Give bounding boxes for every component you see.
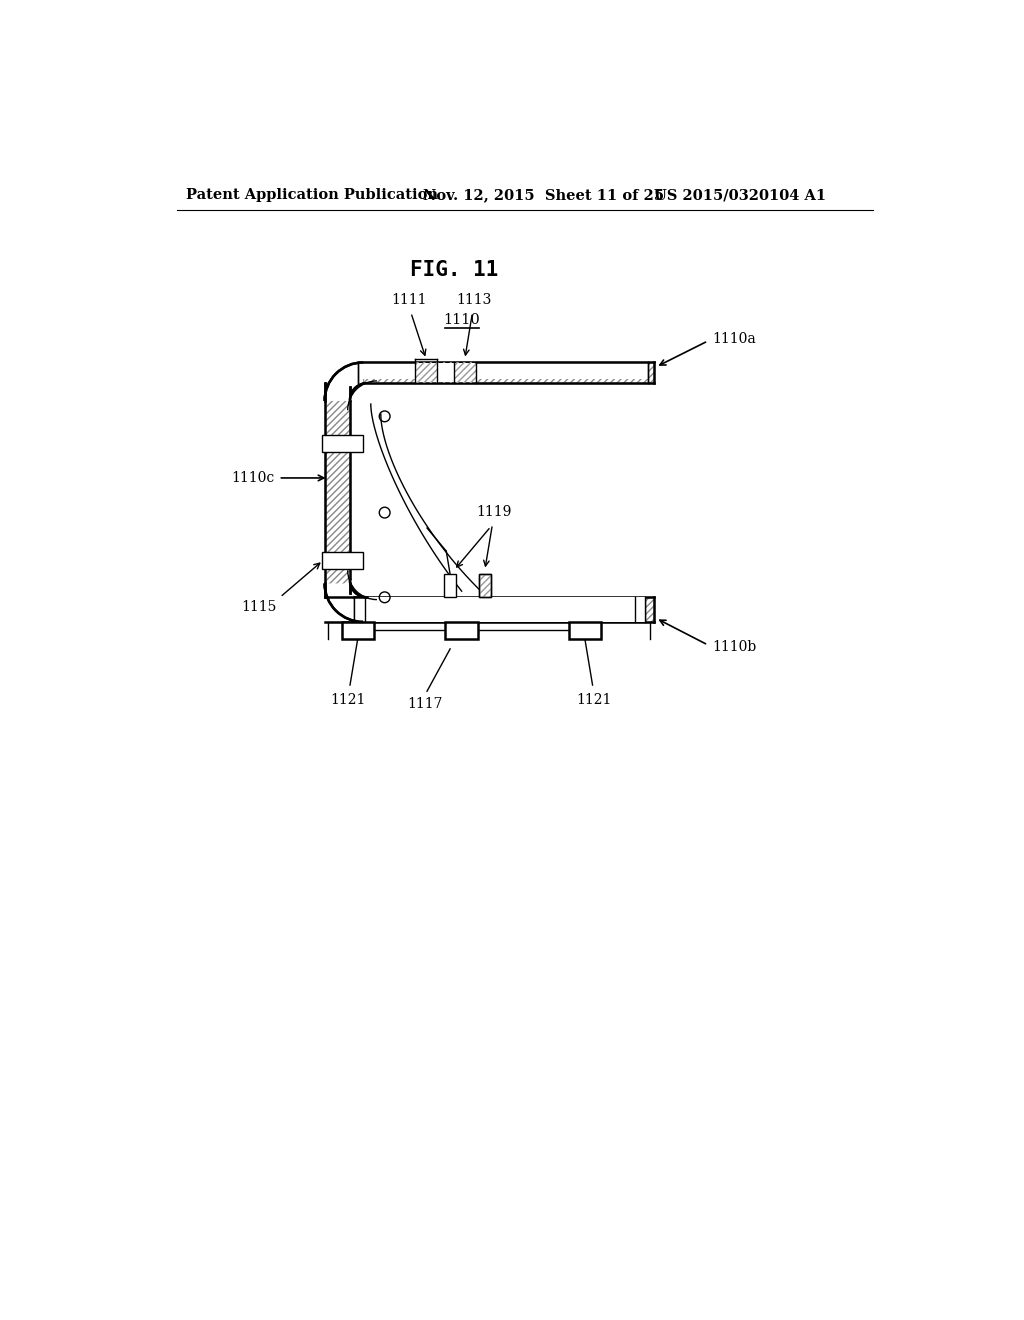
Wedge shape [325,363,364,401]
Bar [357,363,648,379]
Text: FIG. 11: FIG. 11 [410,260,498,280]
Bar [323,434,364,451]
Text: 1110b: 1110b [712,640,756,653]
Text: 1117: 1117 [408,697,443,711]
Bar [445,622,478,639]
Bar [478,574,490,598]
Text: 1110: 1110 [443,313,480,327]
Text: 1121: 1121 [577,693,611,706]
Bar [416,363,475,383]
Bar [364,597,654,622]
Text: 1115: 1115 [242,601,276,614]
Bar [455,363,475,383]
Bar [454,363,475,383]
Text: 1113: 1113 [457,293,492,308]
Text: 1119: 1119 [476,504,512,519]
Bar [325,383,350,598]
Bar [478,574,490,598]
Bar [416,363,437,383]
Text: US 2015/0320104 A1: US 2015/0320104 A1 [654,189,826,202]
Text: 1121: 1121 [331,693,367,706]
Text: 1110a: 1110a [712,333,756,346]
Bar [323,552,354,569]
Bar [354,597,645,622]
Bar [568,622,601,639]
Text: Nov. 12, 2015  Sheet 11 of 25: Nov. 12, 2015 Sheet 11 of 25 [423,189,665,202]
Bar [323,434,354,451]
Bar [342,622,374,639]
Wedge shape [350,383,367,400]
Bar [416,363,454,383]
Wedge shape [350,581,367,598]
Bar [364,363,654,383]
Bar [323,552,364,569]
Bar [478,574,490,598]
Bar [444,574,457,598]
Text: Patent Application Publication: Patent Application Publication [186,189,438,202]
Polygon shape [350,383,654,622]
Wedge shape [325,583,364,622]
Text: 1111: 1111 [391,293,427,308]
Text: 1110c: 1110c [231,471,274,484]
